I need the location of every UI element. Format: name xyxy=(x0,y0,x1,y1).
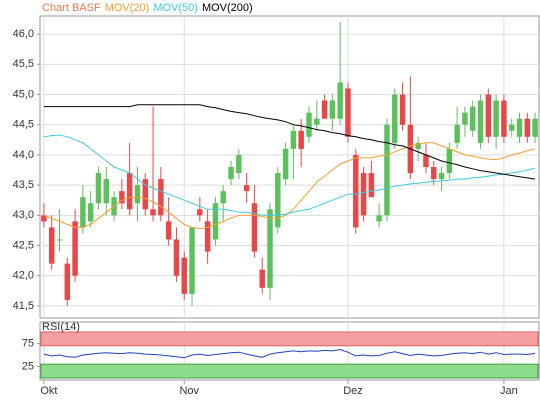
y-tick-label: 42,5 xyxy=(13,239,34,251)
candle-body xyxy=(469,106,476,131)
candle-body xyxy=(173,239,180,276)
candle-body xyxy=(485,94,492,137)
candle-body xyxy=(41,215,47,222)
candle-body xyxy=(142,179,148,210)
candle-body xyxy=(415,142,421,149)
candle-body xyxy=(493,100,499,137)
candle-body xyxy=(87,203,94,222)
candle-body xyxy=(423,154,429,167)
y-tick-label: 44,0 xyxy=(13,149,34,161)
candle-body xyxy=(314,118,320,125)
candle-body xyxy=(236,154,242,174)
candle-body xyxy=(259,269,265,288)
candle-body xyxy=(64,263,71,300)
candle-body xyxy=(337,82,343,119)
y-tick-label: 45,5 xyxy=(13,58,34,70)
candle-body xyxy=(462,112,468,125)
candle-body xyxy=(181,257,187,294)
candle-body xyxy=(251,203,258,252)
y-tick-label: 75 xyxy=(22,337,34,349)
candle-body xyxy=(72,221,78,276)
y-tick-label: 43,5 xyxy=(13,179,34,191)
candle-body xyxy=(399,94,406,125)
candle-body xyxy=(438,173,445,180)
candle-body xyxy=(501,100,507,137)
candle-body xyxy=(197,209,203,216)
main-panel xyxy=(39,15,540,319)
x-tick-label: Okt xyxy=(40,385,57,397)
candle-body xyxy=(431,167,437,180)
candle-body xyxy=(212,203,219,240)
candle-body xyxy=(298,130,304,149)
moving-average-line xyxy=(43,142,536,230)
candle-body xyxy=(220,191,226,204)
y-tick-label: 46,0 xyxy=(13,28,34,40)
y-tick-label: 25 xyxy=(22,360,34,372)
candle-body xyxy=(189,227,195,294)
candle-body xyxy=(165,221,172,240)
candle-body xyxy=(150,209,156,216)
candle-body xyxy=(392,94,398,143)
candle-body xyxy=(353,154,359,228)
candle-body xyxy=(360,173,367,216)
candle-body xyxy=(508,124,515,131)
candle-body xyxy=(376,215,382,222)
candle-body xyxy=(126,173,133,210)
candle-body xyxy=(321,100,328,119)
candle-body xyxy=(80,197,86,228)
candle-body xyxy=(290,130,297,149)
candle-body xyxy=(48,227,55,264)
candle-body xyxy=(119,191,125,204)
legend-entry: Chart BASF xyxy=(42,2,101,14)
candle-body xyxy=(446,148,453,174)
candle-body xyxy=(282,148,289,180)
y-tick-label: 45,0 xyxy=(13,88,34,100)
candle-body xyxy=(345,88,351,137)
candle-body xyxy=(516,118,523,137)
candle-body xyxy=(158,179,164,216)
candle-body xyxy=(275,173,281,228)
legend-entry: MOV(20) xyxy=(105,2,150,14)
rsi-line xyxy=(43,348,536,359)
candle-body xyxy=(204,221,211,252)
candle-body xyxy=(134,185,141,204)
candle-body xyxy=(228,167,234,180)
moving-average-line xyxy=(43,104,536,180)
candle-body xyxy=(524,118,531,137)
candle-body xyxy=(532,118,538,137)
candle-body xyxy=(56,239,63,241)
legend-entry: MOV(50) xyxy=(153,2,198,14)
rsi-title: RSI(14) xyxy=(42,321,80,333)
candle-body xyxy=(306,112,312,137)
y-tick-label: 42,0 xyxy=(13,270,34,282)
candle-body xyxy=(243,185,250,192)
rsi-band xyxy=(40,331,539,347)
x-tick-label: Jan xyxy=(500,385,518,397)
x-tick-label: Dez xyxy=(343,385,363,397)
rsi-band xyxy=(40,363,539,379)
legend-entry: MOV(200) xyxy=(202,2,253,14)
candle-body xyxy=(95,173,102,204)
candle-body xyxy=(103,179,110,204)
candle-body xyxy=(384,124,390,216)
candle-body xyxy=(267,209,273,288)
x-tick-label: Nov xyxy=(179,385,199,397)
y-tick-label: 44,5 xyxy=(13,119,34,131)
moving-average-line xyxy=(43,134,536,216)
candle-body xyxy=(329,100,336,119)
y-tick-label: 43,0 xyxy=(13,209,34,221)
candle-body xyxy=(368,173,375,198)
candle-body xyxy=(477,100,484,143)
legend: Chart BASF MOV(20) MOV(50) MOV(200) xyxy=(42,2,253,14)
candle-body xyxy=(454,124,460,143)
y-tick-label: 41,5 xyxy=(13,300,34,312)
